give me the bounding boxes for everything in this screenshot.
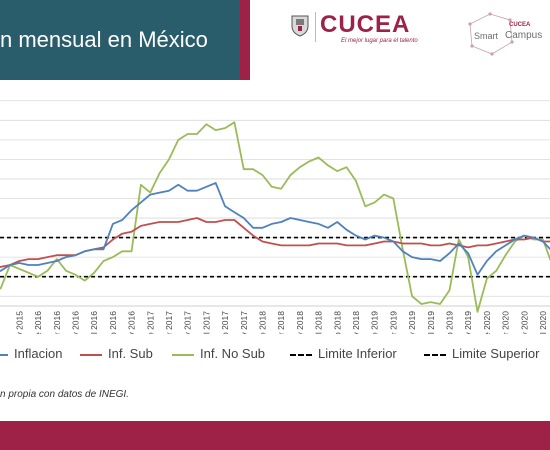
x-tick-label: Ene 2017 <box>145 311 155 334</box>
x-tick-label: May 2020 <box>519 311 529 334</box>
x-tick-label: Mar 2017 <box>164 311 174 334</box>
x-tick-label: Nov 2019 <box>463 311 473 334</box>
legend-label-limite-inferior: Limite Inferior <box>318 346 397 361</box>
x-tick-label: Sep 2017 <box>220 311 230 334</box>
legend-label-limite-superior: Limite Superior <box>452 346 540 361</box>
x-tick-label: May 2018 <box>295 311 305 334</box>
source-note: n propia con datos de INEGI. <box>0 389 129 400</box>
x-tick-label: May 2019 <box>407 311 417 334</box>
legend-item-limite-inferior: Limite Inferior <box>290 346 397 361</box>
series-inf-no-sub <box>0 121 550 313</box>
title-band: n mensual en México <box>0 0 240 80</box>
x-tick-label: Sep 2019 <box>444 311 454 334</box>
x-tick-label: Ene 2018 <box>257 311 267 334</box>
x-tick-label: Sep 2016 <box>108 311 118 334</box>
x-tick-label: Nov 2018 <box>351 311 361 334</box>
network-hexagon-icon <box>468 12 514 56</box>
x-tick-label: Sep 2018 <box>332 311 342 334</box>
udg-seal-icon <box>291 15 309 37</box>
series-inf-sub <box>0 217 550 268</box>
x-tick-label: Jul 2018 <box>314 311 324 334</box>
legend-label-inf-no-sub: Inf. No Sub <box>200 346 266 361</box>
cucea-logo: CUCEA El mejor lugar para el talento <box>288 10 418 50</box>
x-tick-label: Mar 2019 <box>388 311 398 334</box>
cucea-slogan: El mejor lugar para el talento <box>341 38 418 44</box>
legend-label-inflacion: Inflacion <box>14 346 63 361</box>
x-tick-label: Ene 2019 <box>370 311 380 334</box>
legend-swatch-inflacion <box>0 353 8 356</box>
x-tick-label: Jul 2017 <box>201 311 211 334</box>
x-tick-label: Nov 2015 <box>14 311 24 334</box>
page-title: n mensual en México <box>0 27 208 52</box>
x-tick-label: Ene 2020 <box>482 311 492 334</box>
x-tick-label: May 2017 <box>183 311 193 334</box>
legend-item-inflacion: Inflacion <box>0 346 62 361</box>
x-tick-label: Ene 2016 <box>33 311 43 334</box>
x-tick-label: Jul 2016 <box>89 311 99 334</box>
x-tick-label: Jul 2019 <box>426 311 436 334</box>
campus-cucea-label: CUCEA <box>509 22 531 28</box>
campus-smart-label: Smart <box>474 31 499 41</box>
legend-swatch-limite-superior <box>424 353 446 356</box>
series-inflacion <box>0 181 550 276</box>
legend-item-limite-superior: Limite Superior <box>424 346 539 361</box>
smart-campus-logo: CUCEA Smart Campus <box>468 12 548 56</box>
x-tick-label: May 2016 <box>71 311 81 334</box>
x-tick-label: Mar 2020 <box>501 311 511 334</box>
logo-divider <box>315 12 316 42</box>
inflation-line-chart: Nov 2015 Ene 2016 Mar 2016 May 2016 Jul 2016… <box>0 100 550 334</box>
legend-swatch-inf-no-sub <box>172 353 194 356</box>
legend-label-inf-sub: Inf. Sub <box>108 346 153 361</box>
x-tick-label: Nov 2016 <box>127 311 137 334</box>
campus-campus-label: Campus <box>505 30 543 41</box>
x-tick-label: Mar 2018 <box>276 311 286 334</box>
x-tick-label: Nov 2017 <box>239 311 249 334</box>
legend-swatch-limite-inferior <box>290 353 312 356</box>
legend-item-inf-no-sub: Inf. No Sub <box>172 346 265 361</box>
footer-band <box>0 421 550 450</box>
legend-swatch-inf-sub <box>80 353 102 356</box>
legend-item-inf-sub: Inf. Sub <box>80 346 153 361</box>
cucea-wordmark: CUCEA <box>320 11 411 38</box>
x-tick-label: Mar 2016 <box>52 311 62 334</box>
x-tick-label: Jul 2020 <box>538 311 548 334</box>
